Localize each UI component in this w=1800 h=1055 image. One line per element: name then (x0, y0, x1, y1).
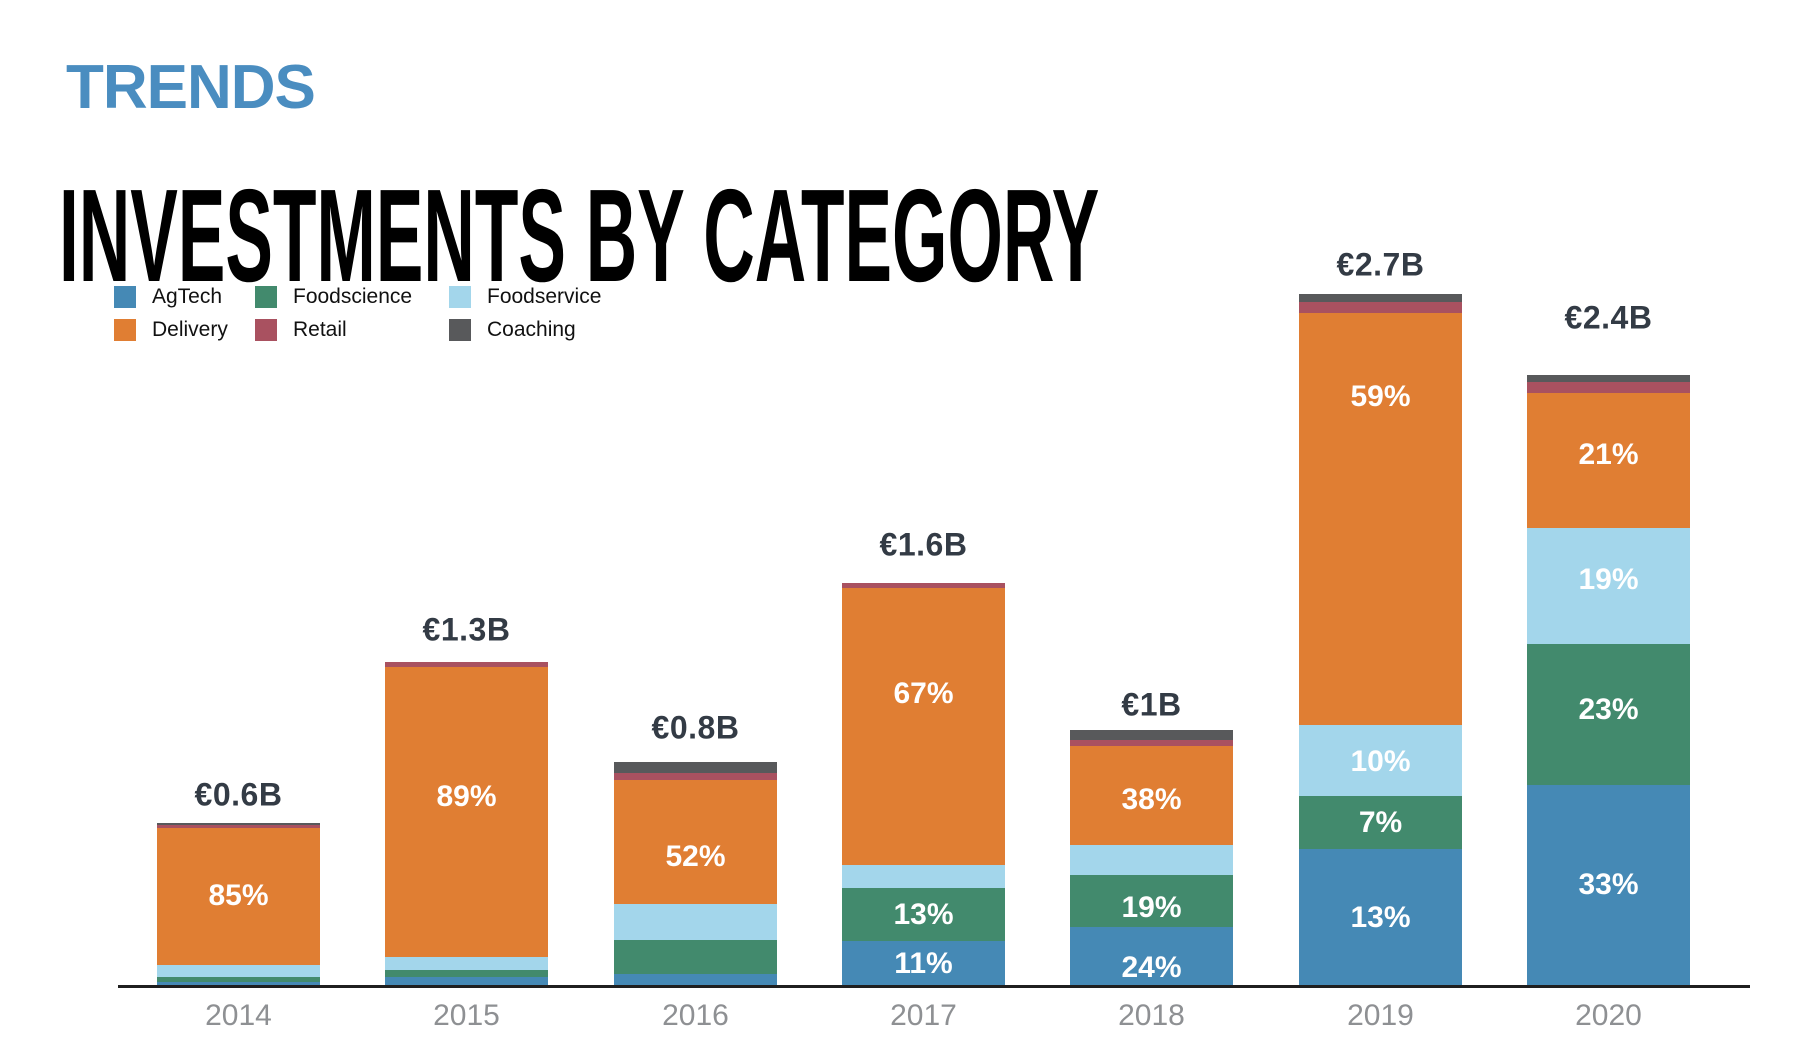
percent-label-2019-foodservice: 10% (1350, 745, 1411, 778)
bar-segment-2016-foodscience (614, 940, 777, 974)
total-label-2015: €1.3B (422, 611, 511, 648)
x-axis-label-2018: 2018 (1118, 999, 1185, 1032)
bar-segment-2014-delivery (157, 828, 320, 965)
chart-title: INVESTMENTS BY CATEGORY (59, 162, 1100, 309)
bar-segment-2018-agtech (1070, 927, 1233, 987)
total-label-2019: €2.7B (1336, 246, 1425, 283)
x-axis-label-2017: 2017 (890, 999, 957, 1032)
total-label-2018: €1B (1121, 686, 1182, 723)
bar-segment-2019-retail (1299, 302, 1462, 313)
bar-segment-2017-foodscience (842, 888, 1005, 941)
bar-segment-2018-foodscience (1070, 875, 1233, 927)
percent-label-2018-delivery: 38% (1121, 783, 1182, 816)
bar-segment-2014-coaching (157, 823, 320, 825)
kicker-heading: TRENDS (66, 53, 316, 122)
bar-segment-2017-delivery (842, 588, 1005, 865)
bar-segment-2018-delivery (1070, 746, 1233, 845)
bar-segment-2015-delivery (385, 667, 548, 957)
legend-label-foodservice: Foodservice (487, 285, 602, 308)
legend-label-foodscience: Foodscience (293, 285, 413, 308)
total-label-2014: €0.6B (194, 776, 283, 813)
bar-segment-2017-retail (842, 583, 1005, 588)
bar-segment-2016-coaching (614, 762, 777, 773)
bar-segment-2017-foodservice (842, 865, 1005, 888)
legend-label-delivery: Delivery (152, 318, 228, 341)
legend-swatch-delivery (114, 319, 136, 341)
bar-segment-2020-coaching (1527, 375, 1690, 382)
percent-label-2019-delivery: 59% (1350, 380, 1411, 413)
percent-label-2014-delivery: 85% (208, 879, 269, 912)
bar-segment-2015-retail (385, 662, 548, 667)
legend-swatch-foodservice (449, 286, 471, 308)
bar-segment-2018-foodservice (1070, 845, 1233, 875)
total-label-2020: €2.4B (1564, 299, 1653, 336)
legend-label-retail: Retail (293, 318, 347, 341)
x-axis-label-2020: 2020 (1575, 999, 1642, 1032)
percent-label-2017-agtech: 11% (894, 947, 953, 980)
percent-label-2019-agtech: 13% (1350, 901, 1411, 934)
percent-label-2018-agtech: 24% (1121, 951, 1182, 984)
legend-label-agtech: AgTech (152, 285, 223, 308)
bar-segment-2019-foodservice (1299, 725, 1462, 796)
percent-label-2020-foodscience: 23% (1578, 693, 1639, 726)
percent-label-2017-delivery: 67% (893, 677, 954, 710)
bar-segment-2014-retail (157, 825, 320, 828)
bar-segment-2015-foodscience (385, 970, 548, 977)
bar-segment-2020-foodservice (1527, 528, 1690, 644)
x-axis-label-2016: 2016 (662, 999, 729, 1032)
bar-segment-2019-agtech (1299, 849, 1462, 987)
bar-segment-2020-delivery (1527, 393, 1690, 528)
bar-segment-2016-delivery (614, 780, 777, 904)
x-axis-label-2019: 2019 (1347, 999, 1414, 1032)
percent-label-2020-agtech: 33% (1578, 868, 1639, 901)
percent-label-2019-foodscience: 7% (1358, 806, 1403, 839)
bar-segment-2015-foodservice (385, 957, 548, 970)
bar-segment-2016-foodservice (614, 904, 777, 940)
bar-segment-2020-retail (1527, 382, 1690, 393)
bar-segment-2020-agtech (1527, 785, 1690, 987)
bar-segment-2014-foodscience (157, 977, 320, 982)
bar-segment-2017-agtech (842, 941, 1005, 987)
x-axis-label-2014: 2014 (205, 999, 272, 1032)
bar-segment-2019-delivery (1299, 313, 1462, 725)
legend-label-coaching: Coaching (487, 318, 576, 341)
bar-segment-2014-foodservice (157, 965, 320, 977)
legend-swatch-coaching (449, 319, 471, 341)
x-axis-label-2015: 2015 (433, 999, 500, 1032)
x-axis-line (118, 985, 1750, 988)
percent-label-2018-foodscience: 19% (1121, 891, 1182, 924)
percent-label-2015-delivery: 89% (436, 780, 497, 813)
total-label-2016: €0.8B (651, 709, 740, 746)
bar-segment-2019-foodscience (1299, 796, 1462, 849)
bar-segment-2019-coaching (1299, 294, 1462, 302)
bar-segment-2018-retail (1070, 740, 1233, 746)
percent-label-2020-foodservice: 19% (1578, 563, 1639, 596)
bar-segment-2015-agtech (385, 977, 548, 987)
bar-segment-2016-retail (614, 773, 777, 780)
bar-segment-2020-foodscience (1527, 644, 1690, 785)
bar-segment-2016-agtech (614, 974, 777, 987)
bar-segment-2014-agtech (157, 982, 320, 987)
total-label-2017: €1.6B (879, 526, 968, 563)
legend-swatch-agtech (114, 286, 136, 308)
percent-label-2016-delivery: 52% (665, 840, 726, 873)
percent-label-2020-delivery: 21% (1578, 438, 1639, 471)
legend-swatch-retail (255, 319, 277, 341)
bar-segment-2018-coaching (1070, 730, 1233, 740)
legend-swatch-foodscience (255, 286, 277, 308)
percent-label-2017-foodscience: 13% (893, 898, 954, 931)
